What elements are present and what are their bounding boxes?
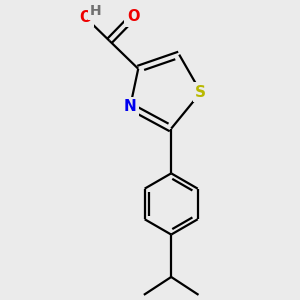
- Text: O: O: [127, 9, 140, 24]
- Text: N: N: [124, 99, 136, 114]
- Text: O: O: [79, 10, 92, 25]
- Text: H: H: [90, 4, 102, 18]
- Text: S: S: [195, 85, 206, 100]
